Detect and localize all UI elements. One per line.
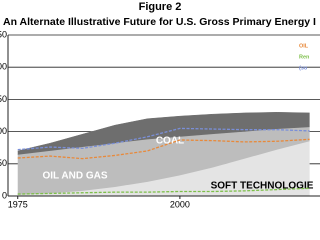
area-label: SOFT TECHNOLOGIE	[211, 181, 314, 192]
area-fill	[17, 112, 310, 155]
chart-title: Figure 2	[139, 1, 182, 13]
line-series	[17, 187, 310, 195]
area-label: COAL	[156, 136, 184, 147]
x-tick-label: 2000	[170, 199, 190, 209]
y-tick-label: 0	[2, 190, 7, 200]
y-tick-label: 100	[0, 126, 7, 136]
x-tick-label: 1975	[8, 199, 28, 209]
legend-label: Ren	[299, 54, 310, 60]
y-tick-label: 250	[0, 29, 7, 39]
area-fill	[17, 127, 310, 195]
line-series	[17, 127, 310, 151]
chart-subtitle: An Alternate Illustrative Future for U.S…	[3, 16, 316, 28]
area-fill	[17, 141, 310, 196]
y-tick-label: 150	[0, 94, 7, 104]
area-edge	[17, 112, 310, 152]
area-label: OIL AND GAS	[42, 171, 107, 182]
legend-label: (so	[299, 65, 308, 71]
y-tick-label: 200	[0, 62, 7, 72]
y-tick-label: 50	[0, 158, 7, 168]
line-series	[17, 138, 310, 160]
chart: Figure 2 An Alternate Illustrative Futur…	[0, 1, 320, 209]
legend-label: OIL	[299, 43, 309, 49]
